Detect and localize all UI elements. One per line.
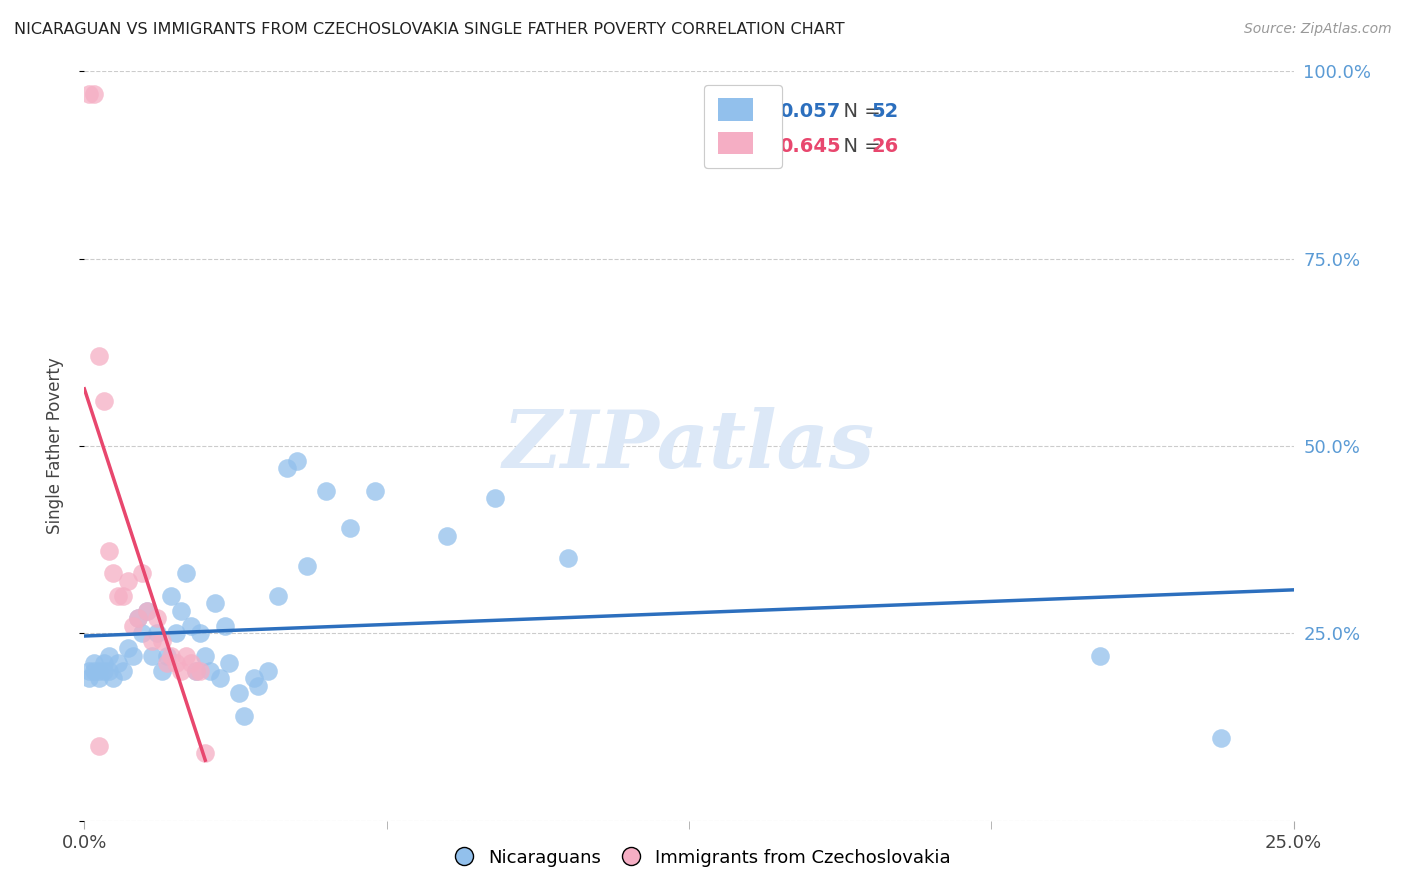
Point [107,589,129,603]
Point [141,633,163,648]
Point [315,483,337,498]
Point [285,454,308,468]
Text: N =: N = [831,103,887,121]
Point [77,671,100,685]
Point [190,664,212,678]
Point [165,626,187,640]
Point [93,657,115,671]
Point [160,589,183,603]
Point [136,604,159,618]
Point [160,648,183,663]
Text: R =: R = [742,103,785,121]
Text: Source: ZipAtlas.com: Source: ZipAtlas.com [1244,22,1392,37]
Point [155,657,177,671]
Point [247,679,270,693]
Point [107,657,129,671]
Point [170,604,193,618]
Point [83,657,105,671]
Point [146,626,169,640]
Point [112,589,135,603]
Point [214,619,236,633]
Point [257,664,280,678]
Point [141,648,163,663]
Point [117,641,139,656]
Point [131,566,153,581]
Point [131,626,153,640]
Point [93,664,115,678]
Text: 0.645: 0.645 [779,137,841,156]
Point [180,619,202,633]
Point [184,664,207,678]
Point [121,619,143,633]
Text: NICARAGUAN VS IMMIGRANTS FROM CZECHOSLOVAKIA SINGLE FATHER POVERTY CORRELATION C: NICARAGUAN VS IMMIGRANTS FROM CZECHOSLOV… [14,22,845,37]
Point [557,551,579,566]
Point [83,664,105,678]
Point [233,708,256,723]
Point [228,686,250,700]
Point [218,657,240,671]
Point [103,566,125,581]
Point [97,648,120,663]
Point [1209,731,1232,746]
Point [77,664,100,678]
Point [165,657,187,671]
Point [83,87,105,101]
Point [103,671,125,685]
Point [174,566,197,581]
Point [136,604,159,618]
Point [117,574,139,588]
Point [87,349,110,363]
Point [208,671,231,685]
Point [204,596,226,610]
Point [184,664,207,678]
Point [174,648,197,663]
Point [194,648,217,663]
Point [150,633,173,648]
Point [339,521,361,535]
Point [121,648,143,663]
Point [295,558,318,573]
Point [112,664,135,678]
Point [127,611,149,625]
Point [155,648,177,663]
Point [436,529,458,543]
Text: ZIPatlas: ZIPatlas [503,408,875,484]
Point [276,461,298,475]
Legend: , : , [704,85,782,168]
Legend: Nicaraguans, Immigrants from Czechoslovakia: Nicaraguans, Immigrants from Czechoslova… [449,841,957,874]
Point [267,589,290,603]
Point [1088,648,1111,663]
Text: 52: 52 [872,103,900,121]
Text: 26: 26 [872,137,900,156]
Text: R =: R = [742,137,785,156]
Point [150,664,173,678]
Point [77,87,100,101]
Point [180,657,202,671]
Point [170,664,193,678]
Point [127,611,149,625]
Point [87,664,110,678]
Point [87,671,110,685]
Point [198,664,221,678]
Y-axis label: Single Father Poverty: Single Father Poverty [45,358,63,534]
Point [363,483,385,498]
Point [87,739,110,753]
Point [97,664,120,678]
Text: N =: N = [831,137,887,156]
Point [242,671,264,685]
Point [194,746,217,760]
Point [93,394,115,409]
Point [146,611,169,625]
Point [190,626,212,640]
Text: 0.057: 0.057 [779,103,839,121]
Point [484,491,506,506]
Point [97,544,120,558]
